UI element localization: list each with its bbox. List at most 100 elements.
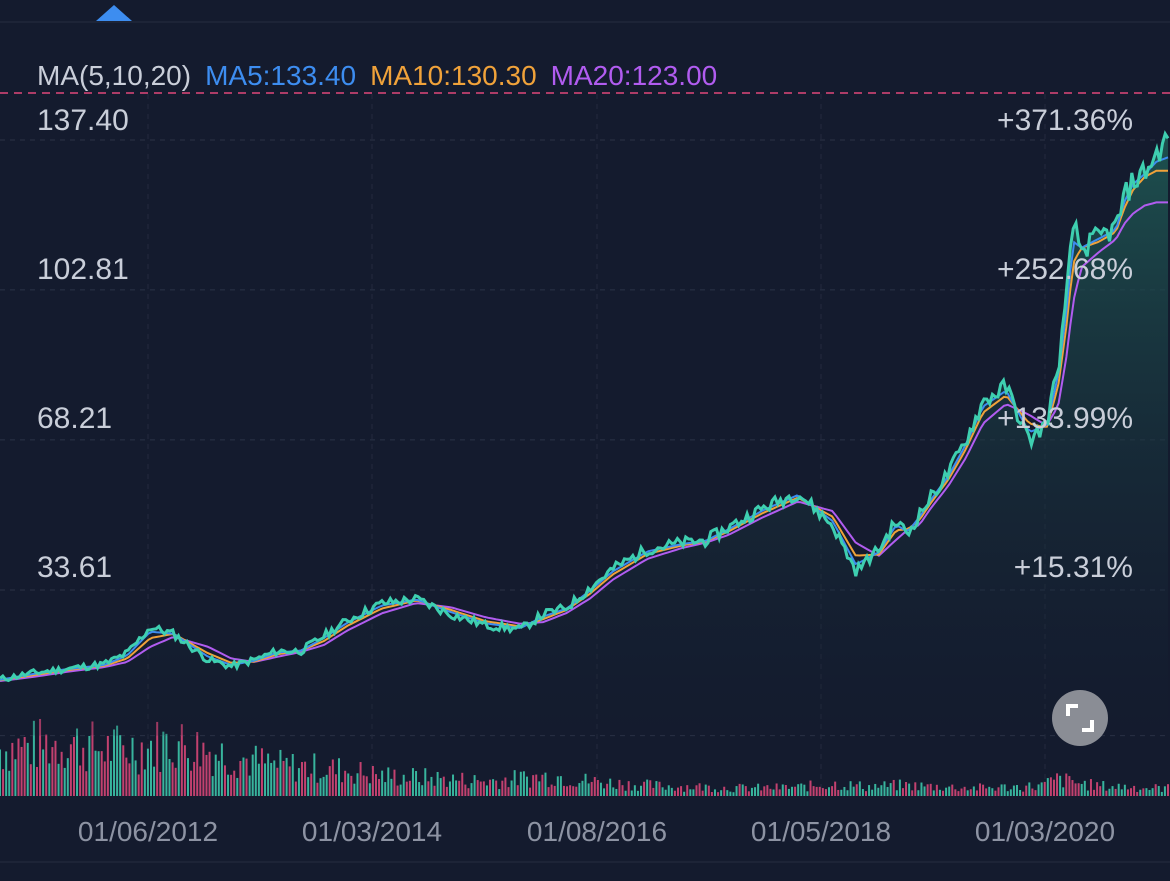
volume-bar <box>1052 779 1055 796</box>
volume-bar <box>476 780 479 796</box>
volume-bar <box>535 774 538 796</box>
volume-bar <box>593 777 596 796</box>
volume-bar <box>288 766 291 796</box>
volume-bar <box>584 773 587 796</box>
volume-bar <box>1000 784 1003 796</box>
volume-bar <box>415 771 418 796</box>
volume-bar <box>156 721 159 796</box>
volume-bar <box>393 769 396 796</box>
volume-bar <box>279 749 282 796</box>
ma5-value: MA5:133.40 <box>205 60 357 91</box>
volume-bar <box>1056 773 1059 796</box>
volume-bar <box>20 746 23 796</box>
volume-bar <box>852 786 855 796</box>
volume-bar <box>51 747 54 796</box>
volume-bar <box>840 789 843 796</box>
volume-bar <box>581 780 584 796</box>
volume-bar <box>655 781 658 796</box>
volume-bar <box>109 760 112 796</box>
volume-bar <box>1043 781 1046 796</box>
volume-bar <box>32 720 35 796</box>
volume-bar <box>559 776 562 796</box>
volume-bar <box>510 780 513 796</box>
volume-bar <box>905 781 908 796</box>
volume-bar <box>726 790 729 796</box>
volume-bar <box>1019 790 1022 796</box>
expand-icon <box>1066 704 1094 732</box>
volume-bar <box>791 786 794 796</box>
volume-bar <box>408 780 411 796</box>
volume-bar <box>304 761 307 796</box>
volume-bar <box>522 771 525 796</box>
volume-bar <box>35 766 38 796</box>
volume-bar <box>359 762 362 796</box>
volume-bar <box>633 785 636 796</box>
volume-bar <box>168 759 171 796</box>
volume-bar <box>307 777 310 796</box>
volume-bar <box>273 760 276 796</box>
volume-bar <box>596 780 599 796</box>
volume-bar <box>458 780 461 796</box>
volume-bar <box>97 751 100 796</box>
volume-bar <box>143 769 146 796</box>
ma10-value: MA10:130.30 <box>370 60 537 91</box>
volume-bar <box>0 749 1 796</box>
volume-bar <box>772 789 775 796</box>
volume-bar <box>769 788 772 796</box>
volume-bar <box>106 735 109 796</box>
volume-bar <box>350 775 353 796</box>
volume-bar <box>609 778 612 796</box>
volume-bar <box>963 786 966 796</box>
volume-bar <box>405 781 408 796</box>
volume-bar <box>948 786 951 796</box>
volume-bar <box>624 790 627 796</box>
volume-bar <box>433 785 436 796</box>
volume-bar <box>1096 782 1099 796</box>
volume-bar <box>846 790 849 796</box>
volume-bar <box>695 785 698 796</box>
volume-bar <box>239 760 242 796</box>
volume-bar <box>550 784 553 796</box>
volume-bar <box>445 786 448 796</box>
volume-bar <box>1065 773 1068 796</box>
volume-bar <box>264 763 267 796</box>
volume-bar <box>301 762 304 796</box>
volume-bar <box>661 787 664 796</box>
volume-bar <box>895 790 898 796</box>
volume-bar <box>1022 791 1025 796</box>
volume-bar <box>180 724 183 796</box>
volume-bar <box>374 774 377 796</box>
volume-bar <box>951 784 954 796</box>
volume-bar <box>1108 788 1111 796</box>
volume-bar <box>492 779 495 796</box>
volume-bar <box>954 789 957 796</box>
volume-bar <box>217 760 220 796</box>
volume-bar <box>421 785 424 796</box>
volume-bar <box>569 785 572 796</box>
volume-bar <box>322 776 325 796</box>
volume-bar <box>190 770 193 796</box>
volume-bar <box>26 742 29 796</box>
volume-bar <box>159 771 162 796</box>
volume-bar <box>553 785 556 796</box>
volume-bar <box>94 750 97 796</box>
volume-bar <box>1077 783 1080 796</box>
volume-bar <box>17 738 20 796</box>
volume-bar <box>8 770 11 796</box>
volume-bar <box>794 786 797 796</box>
volume-bar <box>242 757 245 796</box>
volume-bar <box>220 743 223 796</box>
volume-bar <box>1089 779 1092 796</box>
volume-bar <box>23 737 26 796</box>
volume-bar <box>680 786 683 796</box>
volume-bar <box>48 763 51 796</box>
y-tick-label: 33.61 <box>37 551 113 584</box>
volume-bar <box>57 763 60 796</box>
volume-bar <box>889 783 892 796</box>
volume-bar <box>1006 791 1009 796</box>
y-tick-label: 102.81 <box>37 253 129 286</box>
volume-bar <box>898 779 901 796</box>
expand-button[interactable] <box>1052 690 1108 746</box>
